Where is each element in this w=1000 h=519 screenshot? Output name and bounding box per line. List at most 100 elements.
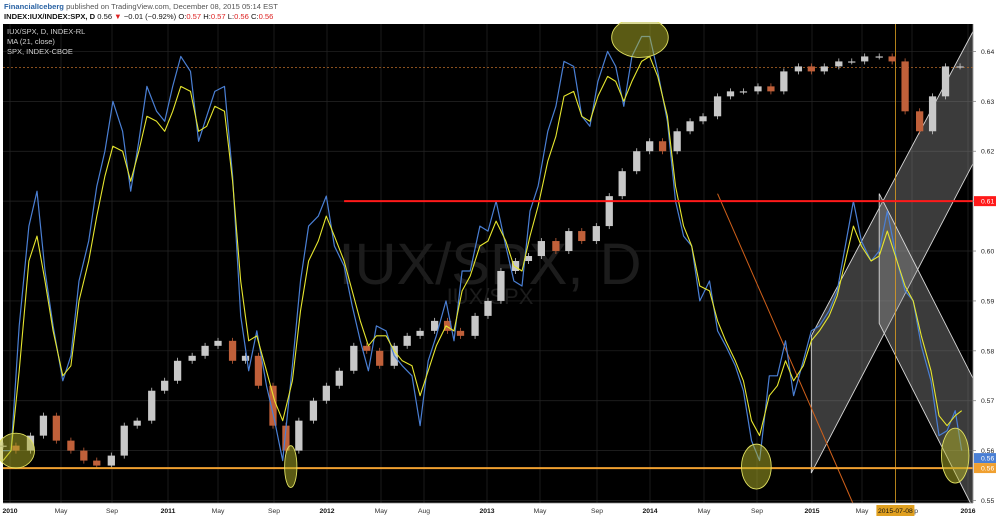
spx-candle bbox=[484, 300, 492, 316]
quote-line: INDEX:IUX/INDEX:SPX, D 0.56 ▼ −0.01 (−0.… bbox=[4, 11, 273, 22]
x-tick-label: Sep bbox=[751, 508, 763, 515]
spx-candle bbox=[754, 86, 762, 92]
y-tick-label: 0.63 bbox=[981, 99, 994, 106]
spx-candle bbox=[807, 66, 815, 72]
low-value: 0.56 bbox=[234, 12, 249, 21]
symbol-label: INDEX:IUX/INDEX:SPX, D bbox=[4, 12, 96, 21]
spx-candle bbox=[848, 61, 856, 63]
close-value: 0.56 bbox=[258, 12, 274, 21]
spx-candle bbox=[471, 315, 479, 336]
spx-candle bbox=[269, 385, 277, 426]
spx-candle bbox=[726, 91, 735, 97]
watermark-main: IUX/SPX, D bbox=[339, 232, 642, 297]
x-tick-label: May bbox=[375, 508, 388, 515]
x-axis-panel bbox=[0, 503, 1000, 519]
spx-candle bbox=[214, 340, 222, 346]
ma-21-line bbox=[2, 55, 963, 461]
x-tick-label: Sep bbox=[106, 508, 118, 515]
spx-candle bbox=[335, 370, 343, 386]
x-tick-label: Sep bbox=[591, 508, 603, 515]
spx-candle bbox=[295, 420, 303, 451]
y-axis-panel bbox=[973, 24, 1000, 503]
resistance-badge-bg bbox=[974, 196, 996, 207]
x-tick-label: May bbox=[212, 508, 225, 515]
spx-candle bbox=[780, 71, 788, 92]
spx-candle bbox=[188, 355, 196, 361]
y-tick-label: 0.59 bbox=[981, 298, 994, 305]
last-price-badge-bg bbox=[974, 453, 996, 464]
spx-candle bbox=[107, 455, 115, 466]
spx-candle bbox=[875, 56, 883, 58]
highlight-ellipse-2 bbox=[284, 445, 298, 488]
spx-candle bbox=[686, 121, 694, 132]
x-tick-label: Sep bbox=[268, 508, 280, 515]
spx-candle bbox=[767, 86, 775, 92]
spx-candle bbox=[618, 171, 626, 197]
y-tick-label: 0.58 bbox=[981, 348, 994, 355]
x-tick-label: 2014 bbox=[642, 508, 657, 515]
spx-candle bbox=[120, 425, 128, 456]
x-tick-label: May bbox=[856, 508, 869, 515]
spx-candle bbox=[350, 345, 358, 371]
x-tick-label: 2015 bbox=[804, 508, 819, 515]
spx-candle bbox=[376, 350, 384, 366]
x-tick-label: 2010 bbox=[2, 508, 17, 515]
legend-item-3: SPX, INDEX-CBOE bbox=[7, 47, 73, 56]
brand-link[interactable]: FinancialIceberg bbox=[4, 2, 64, 11]
spx-candle bbox=[646, 141, 654, 152]
spx-candle bbox=[133, 420, 141, 426]
x-tick-label: 2011 bbox=[161, 508, 176, 515]
spx-candle bbox=[39, 415, 48, 436]
x-tick-label: 2013 bbox=[479, 508, 494, 515]
y-tick-label: 0.60 bbox=[981, 249, 994, 256]
spx-candle bbox=[658, 141, 667, 152]
spx-candle bbox=[254, 355, 263, 386]
spx-candle bbox=[93, 460, 101, 466]
crosshair-date-bg bbox=[876, 505, 915, 516]
spx-candle bbox=[633, 151, 641, 172]
spx-candle bbox=[835, 61, 843, 67]
spx-candle bbox=[916, 111, 924, 132]
spx-candle bbox=[565, 231, 573, 252]
spx-candle bbox=[322, 385, 330, 401]
spx-candle bbox=[673, 131, 681, 152]
publish-line: FinancialIceberg published on TradingVie… bbox=[4, 1, 278, 12]
spx-candle bbox=[928, 96, 937, 132]
spx-candle bbox=[443, 320, 452, 331]
spx-candle bbox=[820, 66, 828, 72]
x-tick-label: May bbox=[534, 508, 547, 515]
x-tick-label: May bbox=[55, 508, 68, 515]
spx-candle bbox=[524, 256, 533, 262]
spx-candle bbox=[241, 355, 250, 361]
spx-candle bbox=[456, 330, 465, 336]
spx-candle bbox=[403, 335, 411, 346]
spx-candle bbox=[228, 340, 237, 361]
y-tick-label: 0.57 bbox=[981, 398, 994, 405]
spx-candle bbox=[739, 91, 748, 93]
y-tick-label: 0.56 bbox=[981, 448, 994, 455]
highlight-ellipse-5 bbox=[941, 427, 970, 484]
change-arrow-icon: ▼ bbox=[114, 12, 122, 21]
spx-candle bbox=[80, 450, 88, 461]
highlight-ellipse-4 bbox=[741, 443, 772, 490]
spx-candle bbox=[605, 196, 613, 227]
high-value: 0.57 bbox=[210, 12, 226, 21]
spx-candle bbox=[497, 270, 505, 301]
highlight-ellipse-3 bbox=[611, 22, 669, 58]
spx-candle bbox=[416, 330, 424, 336]
spx-candle bbox=[148, 390, 156, 421]
trend-line bbox=[717, 193, 856, 509]
published-text: published on TradingView.com, December 0… bbox=[66, 2, 278, 11]
last-price-badge: 0.56 bbox=[981, 456, 994, 463]
spx-candle bbox=[861, 56, 869, 62]
low-label: L: bbox=[227, 12, 235, 21]
spx-candle bbox=[578, 231, 586, 242]
spx-candle bbox=[699, 116, 707, 122]
spx-candle bbox=[52, 415, 60, 441]
open-label: O: bbox=[178, 12, 187, 21]
spx-candle bbox=[592, 226, 600, 242]
crosshair-date-label: 2015-07-08 bbox=[878, 508, 913, 515]
spx-candle bbox=[713, 96, 722, 117]
spx-candle bbox=[537, 241, 545, 257]
